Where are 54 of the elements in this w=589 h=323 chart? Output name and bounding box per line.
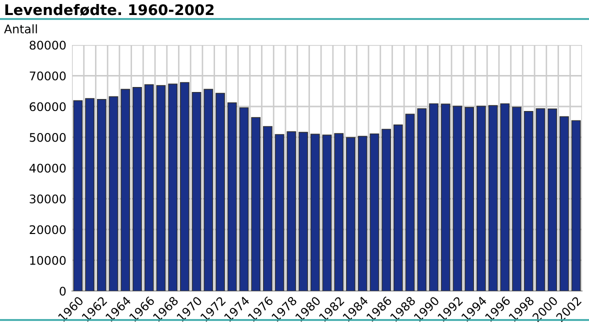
y-tick-label: 30000 (30, 194, 66, 204)
bar (227, 102, 237, 291)
bar (393, 124, 403, 291)
y-tick-label: 50000 (30, 132, 66, 142)
bar (476, 106, 486, 291)
bar (216, 92, 225, 291)
bar (571, 120, 581, 291)
bar (180, 82, 190, 291)
y-tick-label: 20000 (30, 225, 66, 234)
y-tick-label: 40000 (29, 164, 66, 173)
bar (370, 133, 380, 291)
bar (108, 96, 118, 291)
y-tick-label: 0 (60, 286, 66, 296)
bar (488, 105, 498, 291)
bar (452, 106, 462, 291)
bar (500, 103, 510, 291)
bar (132, 87, 142, 291)
bar (560, 116, 569, 291)
bar (405, 114, 415, 291)
bar (346, 137, 356, 291)
bar (310, 134, 320, 291)
y-tick-label: 60000 (30, 102, 66, 112)
bar (524, 111, 534, 291)
bar (192, 92, 202, 291)
bar (73, 100, 83, 291)
bar (548, 108, 558, 291)
bar (429, 103, 438, 291)
bar (298, 132, 308, 291)
bar (120, 88, 130, 291)
bar (440, 104, 450, 291)
bar (382, 128, 391, 291)
bar (96, 99, 106, 291)
bar (286, 131, 296, 291)
y-tick-label: 10000 (30, 256, 66, 265)
chart-title: Levendefødte. 1960-2002 (5, 4, 214, 16)
y-tick-label: 80000 (30, 40, 66, 50)
bar (322, 134, 332, 291)
bar (417, 108, 427, 291)
bar (168, 84, 178, 291)
bar (263, 126, 272, 291)
bar (204, 88, 214, 291)
bar (156, 85, 166, 291)
bar (334, 133, 344, 291)
bar (274, 134, 284, 291)
y-tick-label: 70000 (30, 71, 66, 80)
bar (239, 107, 249, 291)
bar (464, 107, 474, 291)
bar (85, 98, 94, 291)
bar (144, 84, 154, 291)
bar (358, 136, 368, 291)
bar (512, 106, 522, 291)
bar (536, 108, 546, 291)
y-axis-title: Antall (4, 24, 37, 34)
bar (251, 117, 261, 291)
